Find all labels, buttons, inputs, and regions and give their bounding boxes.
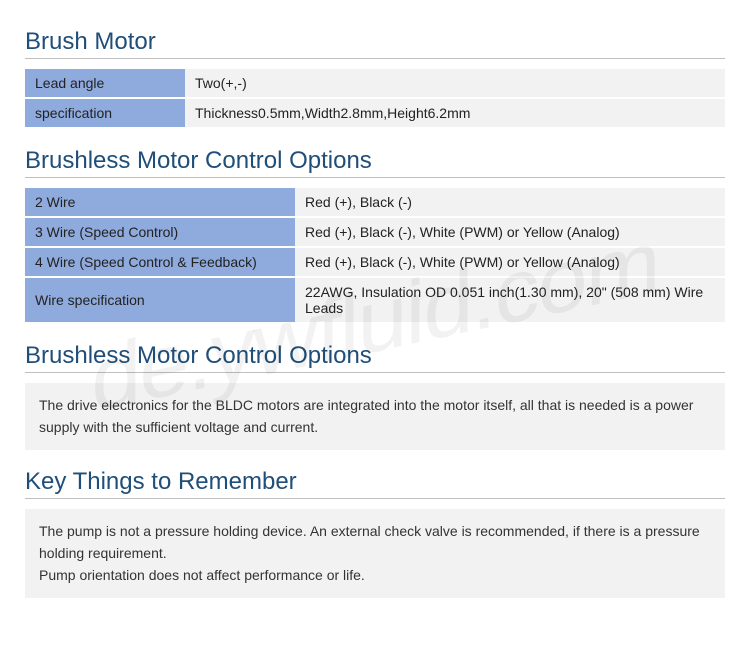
table-row: 3 Wire (Speed Control) Red (+), Black (-… [25, 217, 725, 247]
key-things-info-box: The pump is not a pressure holding devic… [25, 509, 725, 598]
brushless-control-table: 2 Wire Red (+), Black (-) 3 Wire (Speed … [25, 188, 725, 324]
page-container: Brush Motor Lead angle Two(+,-) specific… [0, 0, 750, 618]
spec-label: Lead angle [25, 69, 185, 98]
brushless-info-text: The drive electronics for the BLDC motor… [25, 383, 725, 450]
key-things-text-2: Pump orientation does not affect perform… [39, 567, 365, 583]
table-row: Wire specification 22AWG, Insulation OD … [25, 277, 725, 323]
table-row: specification Thickness0.5mm,Width2.8mm,… [25, 98, 725, 128]
spec-value: Thickness0.5mm,Width2.8mm,Height6.2mm [185, 98, 725, 128]
key-things-text-1: The pump is not a pressure holding devic… [39, 523, 700, 561]
brushless-control-heading-2: Brushless Motor Control Options [25, 342, 725, 373]
table-row: 4 Wire (Speed Control & Feedback) Red (+… [25, 247, 725, 277]
spec-label: 4 Wire (Speed Control & Feedback) [25, 247, 295, 277]
spec-value: Red (+), Black (-), White (PWM) or Yello… [295, 217, 725, 247]
spec-label: 3 Wire (Speed Control) [25, 217, 295, 247]
brushless-control-heading-1: Brushless Motor Control Options [25, 147, 725, 178]
brush-motor-heading: Brush Motor [25, 28, 725, 59]
spec-label: Wire specification [25, 277, 295, 323]
table-row: 2 Wire Red (+), Black (-) [25, 188, 725, 217]
spec-label: 2 Wire [25, 188, 295, 217]
spec-value: Red (+), Black (-), White (PWM) or Yello… [295, 247, 725, 277]
key-things-heading: Key Things to Remember [25, 468, 725, 499]
spec-label: specification [25, 98, 185, 128]
spec-value: Red (+), Black (-) [295, 188, 725, 217]
spec-value: 22AWG, Insulation OD 0.051 inch(1.30 mm)… [295, 277, 725, 323]
brush-motor-table: Lead angle Two(+,-) specification Thickn… [25, 69, 725, 129]
table-row: Lead angle Two(+,-) [25, 69, 725, 98]
spec-value: Two(+,-) [185, 69, 725, 98]
